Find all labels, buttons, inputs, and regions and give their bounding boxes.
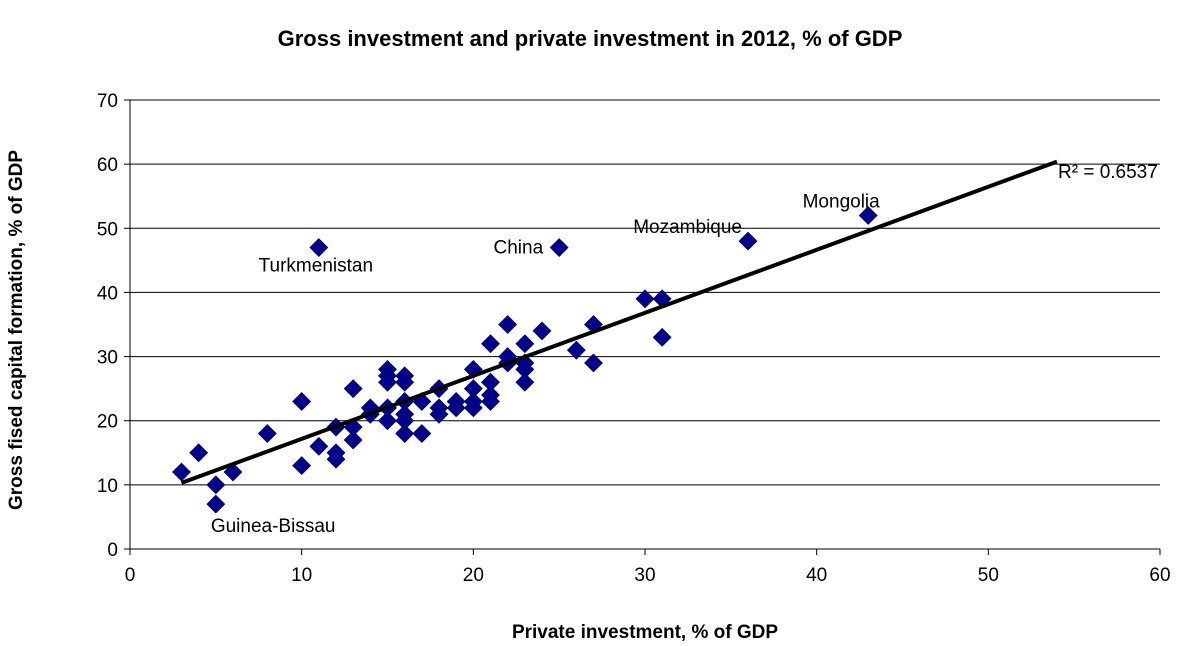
data-point xyxy=(309,238,329,257)
x-tick-label: 40 xyxy=(806,565,827,586)
x-tick-label: 30 xyxy=(634,565,655,586)
data-point xyxy=(343,430,363,450)
data-point xyxy=(481,392,500,411)
x-tick-labels: 0 10 20 30 40 50 60 xyxy=(125,565,1171,586)
x-tick-label: 0 xyxy=(125,565,136,586)
data-points xyxy=(172,206,878,514)
data-point xyxy=(446,398,466,418)
data-point xyxy=(257,424,277,443)
data-point xyxy=(412,424,432,443)
y-tick-labels: 0 10 20 30 40 50 60 70 xyxy=(97,91,118,561)
data-point xyxy=(498,315,518,334)
trendline xyxy=(180,159,1058,485)
data-point xyxy=(309,436,329,456)
data-point xyxy=(326,449,346,469)
y-tick-label: 30 xyxy=(97,348,118,369)
data-point xyxy=(206,494,226,514)
x-tick-label: 10 xyxy=(291,565,312,586)
y-tick-label: 10 xyxy=(97,476,118,497)
data-point xyxy=(858,206,878,225)
y-tick-label: 60 xyxy=(97,155,118,176)
x-tick-label: 50 xyxy=(978,565,999,586)
data-point xyxy=(549,238,569,257)
point-annotation: Mongolia xyxy=(803,191,881,212)
y-tick-label: 0 xyxy=(107,540,118,561)
y-tick-label: 20 xyxy=(97,412,118,433)
point-annotation: Mozambique xyxy=(633,217,742,238)
data-point xyxy=(566,340,586,360)
x-axis-title: Private investment, % of GDP xyxy=(512,622,778,643)
y-axis-title: Gross fised capital formation, % of GDP xyxy=(6,150,27,510)
data-point xyxy=(515,372,535,392)
data-point xyxy=(584,353,603,373)
data-point xyxy=(481,334,500,354)
data-point xyxy=(378,411,397,431)
data-point xyxy=(172,462,191,482)
x-tick-label: 60 xyxy=(1149,565,1170,586)
data-point xyxy=(395,372,415,392)
data-point xyxy=(429,404,449,424)
x-tick-label: 20 xyxy=(463,565,484,586)
y-gridlines xyxy=(124,99,1160,550)
data-point xyxy=(292,392,312,411)
data-point xyxy=(635,289,655,309)
data-point xyxy=(652,327,672,347)
data-point xyxy=(463,398,483,418)
point-annotation: Guinea-Bissau xyxy=(211,516,336,537)
data-point xyxy=(206,475,226,495)
point-annotations: Turkmenistan China Mozambique Mongolia Guine… xyxy=(211,191,880,537)
data-point xyxy=(738,231,758,251)
point-annotation: China xyxy=(494,238,544,259)
data-point xyxy=(292,456,312,476)
data-point xyxy=(343,379,363,399)
chart-title: Gross investment and private investment … xyxy=(278,26,903,51)
data-point xyxy=(395,424,415,443)
x-tick-marks xyxy=(129,549,1161,555)
data-point xyxy=(378,372,397,392)
y-tick-label: 70 xyxy=(97,91,118,112)
data-point xyxy=(515,334,535,354)
y-tick-label: 50 xyxy=(97,219,118,240)
data-point xyxy=(189,443,209,463)
y-tick-label: 40 xyxy=(97,283,118,304)
data-point xyxy=(532,321,552,341)
point-annotation: Turkmenistan xyxy=(259,256,373,277)
r-squared-label: R² = 0.6537 xyxy=(1058,162,1158,183)
